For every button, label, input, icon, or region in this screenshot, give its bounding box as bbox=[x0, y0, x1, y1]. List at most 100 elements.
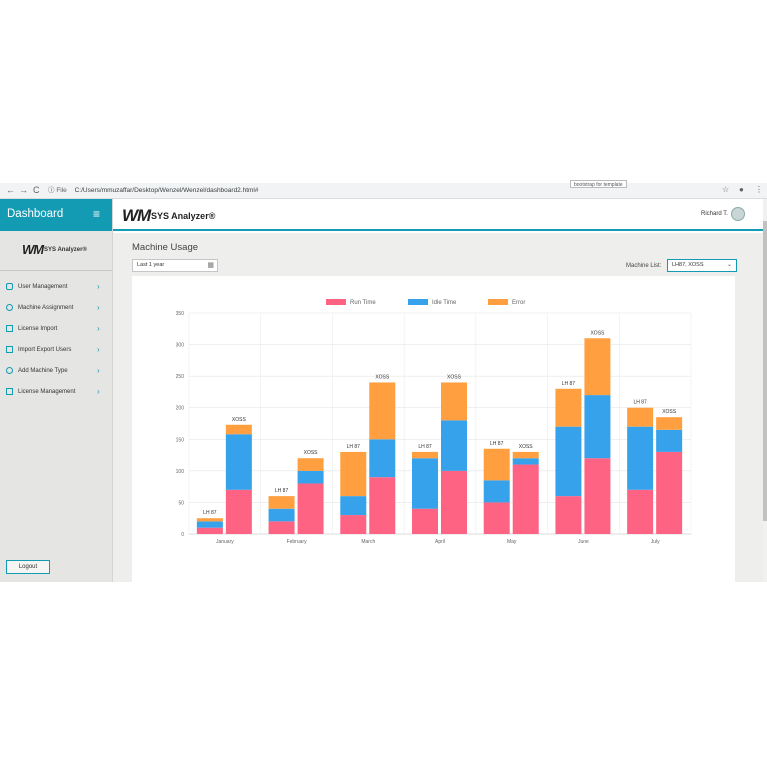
bar-segment bbox=[340, 496, 367, 516]
browser-toolbar: ← → C ⓘ File C:/Users/mmuzaffar/Desktop/… bbox=[0, 183, 767, 199]
legend-swatch bbox=[488, 299, 508, 305]
user-name[interactable]: Richard T. bbox=[701, 211, 728, 217]
bar-segment bbox=[369, 477, 396, 534]
bar-segment bbox=[441, 382, 467, 421]
x-tick-label: July bbox=[651, 539, 660, 545]
bar-segment bbox=[196, 518, 223, 522]
logo-mark: WM bbox=[122, 206, 151, 225]
x-tick-label: May bbox=[507, 539, 517, 545]
bar-segment bbox=[441, 470, 467, 534]
sidebar-item-import-export-users[interactable]: Import Export Users › bbox=[0, 340, 112, 361]
sidebar-item-label: License Management bbox=[18, 389, 76, 395]
chevron-right-icon: › bbox=[97, 282, 100, 291]
bar-segment bbox=[412, 451, 438, 459]
sidebar-item-label: License Import bbox=[18, 326, 58, 332]
x-tick-label: June bbox=[578, 539, 589, 545]
sidebar-item-license-management[interactable]: License Management › bbox=[0, 382, 112, 403]
reload-icon[interactable]: C bbox=[33, 185, 40, 195]
bar-label: XOSS bbox=[304, 450, 319, 456]
bar-label: LH 87 bbox=[275, 488, 289, 494]
url-text: C:/Users/mmuzaffar/Desktop/Wenzel/Wenzel… bbox=[74, 187, 259, 194]
bar-segment bbox=[225, 489, 252, 534]
bar-segment bbox=[340, 515, 367, 534]
sidebar-item-user-management[interactable]: User Management › bbox=[0, 277, 112, 298]
bar-segment bbox=[412, 508, 438, 534]
sidebar-logo: WM SYS Analyzer® bbox=[0, 231, 112, 271]
bar-segment bbox=[627, 489, 654, 534]
address-bar[interactable]: ⓘ File C:/Users/mmuzaffar/Desktop/Wenzel… bbox=[48, 185, 568, 197]
bar-segment bbox=[268, 508, 295, 522]
bar-segment bbox=[656, 451, 683, 534]
legend-swatch bbox=[408, 299, 428, 305]
page-title: Machine Usage bbox=[132, 242, 199, 253]
bar-segment bbox=[512, 464, 539, 534]
bar-segment bbox=[297, 483, 324, 534]
bar-segment bbox=[268, 521, 295, 534]
logo-mark: WM bbox=[22, 242, 44, 257]
date-range-value: Last 1 year bbox=[137, 262, 165, 268]
account-icon[interactable]: ● bbox=[739, 185, 744, 194]
machine-list-select[interactable]: LH87, XOSS ⌄ bbox=[667, 259, 737, 272]
x-tick-label: March bbox=[361, 539, 375, 545]
bar-segment bbox=[555, 388, 582, 427]
logout-button[interactable]: Logout bbox=[6, 560, 50, 574]
more-icon[interactable]: ⋮ bbox=[755, 185, 763, 194]
bar-label: LH 87 bbox=[203, 510, 217, 516]
main-content: Machine Usage Last 1 year ▦ Machine List… bbox=[113, 233, 763, 582]
bar-segment bbox=[656, 429, 683, 452]
chart-panel: 0 50 100 150 200 250 300 350 Run Time Idle Time Er… bbox=[132, 276, 735, 582]
bar-label: XOSS bbox=[232, 417, 247, 423]
y-tick-label: 250 bbox=[176, 374, 185, 380]
y-tick-label: 0 bbox=[181, 532, 184, 538]
sidebar-title: Dashboard bbox=[7, 208, 64, 220]
sidebar-item-label: Machine Assignment bbox=[18, 305, 74, 311]
bar-segment bbox=[483, 502, 510, 534]
users-icon bbox=[6, 283, 13, 290]
bar-label: XOSS bbox=[662, 409, 677, 415]
bar-label: XOSS bbox=[519, 444, 534, 450]
back-icon[interactable]: ← bbox=[6, 185, 15, 195]
info-icon: ⓘ bbox=[48, 187, 55, 194]
bar-segment bbox=[584, 338, 611, 396]
x-tick-label: February bbox=[287, 539, 308, 545]
x-tick-label: January bbox=[216, 539, 234, 545]
bar-segment bbox=[627, 407, 654, 427]
bar-segment bbox=[196, 527, 223, 534]
machine-list-value: LH87, XOSS bbox=[672, 262, 704, 268]
top-bar: WM SYS Analyzer® Richard T. bbox=[113, 199, 763, 231]
bar-segment bbox=[584, 395, 611, 459]
date-range-picker[interactable]: Last 1 year ▦ bbox=[132, 259, 218, 272]
sidebar-item-machine-assignment[interactable]: Machine Assignment › bbox=[0, 298, 112, 319]
star-icon[interactable]: ☆ bbox=[722, 185, 730, 194]
bar-label: LH 87 bbox=[490, 441, 504, 447]
y-tick-label: 300 bbox=[176, 343, 185, 349]
scrollbar-thumb[interactable] bbox=[763, 221, 767, 521]
legend-label: Run Time bbox=[350, 300, 376, 306]
chevron-right-icon: › bbox=[97, 345, 100, 354]
avatar[interactable] bbox=[731, 207, 745, 221]
scrollbar[interactable] bbox=[763, 199, 767, 582]
y-tick-label: 150 bbox=[176, 437, 185, 443]
bar-segment bbox=[225, 424, 252, 435]
gear-icon bbox=[6, 304, 13, 311]
x-tick-label: April bbox=[435, 539, 445, 545]
bar-segment bbox=[225, 434, 252, 490]
y-tick-label: 350 bbox=[176, 311, 185, 317]
bar-segment bbox=[555, 426, 582, 497]
bar-segment bbox=[627, 426, 654, 490]
bar-segment bbox=[297, 458, 324, 471]
forward-icon[interactable]: → bbox=[19, 185, 28, 195]
y-tick-label: 100 bbox=[176, 469, 185, 475]
chevron-right-icon: › bbox=[97, 303, 100, 312]
legend-swatch bbox=[326, 299, 346, 305]
sidebar-item-license-import[interactable]: License Import › bbox=[0, 319, 112, 340]
tooltip: bootstrap for template bbox=[570, 180, 627, 188]
sidebar: Dashboard ≡ WM SYS Analyzer® User Manage… bbox=[0, 199, 113, 582]
chevron-down-icon: ⌄ bbox=[726, 262, 732, 268]
logo-name: SYS Analyzer® bbox=[151, 211, 216, 221]
chevron-right-icon: › bbox=[97, 324, 100, 333]
bar-label: XOSS bbox=[375, 374, 390, 380]
sidebar-item-add-machine-type[interactable]: Add Machine Type › bbox=[0, 361, 112, 382]
legend-label: Error bbox=[512, 300, 525, 306]
menu-icon[interactable]: ≡ bbox=[93, 207, 101, 221]
